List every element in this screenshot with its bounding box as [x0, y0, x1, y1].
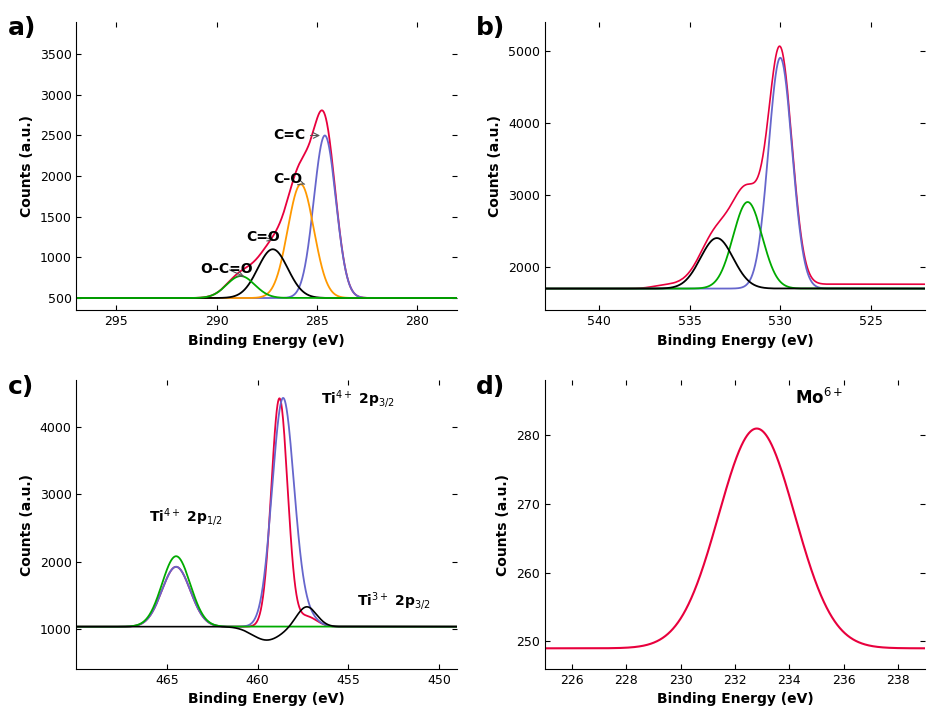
Text: Mo$^{6+}$: Mo$^{6+}$	[795, 388, 843, 408]
Text: Ti$^{4+}$ 2p$_{3/2}$: Ti$^{4+}$ 2p$_{3/2}$	[321, 389, 395, 411]
X-axis label: Binding Energy (eV): Binding Energy (eV)	[657, 693, 813, 706]
Text: C=C: C=C	[273, 129, 318, 142]
Text: a): a)	[8, 16, 36, 40]
Text: d): d)	[476, 375, 505, 398]
Text: c): c)	[8, 375, 34, 398]
Y-axis label: Counts (a.u.): Counts (a.u.)	[20, 115, 34, 217]
Text: Ti$^{3+}$ 2p$_{3/2}$: Ti$^{3+}$ 2p$_{3/2}$	[357, 590, 431, 612]
X-axis label: Binding Energy (eV): Binding Energy (eV)	[188, 333, 345, 348]
Y-axis label: Counts (a.u.): Counts (a.u.)	[488, 115, 502, 217]
X-axis label: Binding Energy (eV): Binding Energy (eV)	[188, 693, 345, 706]
X-axis label: Binding Energy (eV): Binding Energy (eV)	[657, 333, 813, 348]
Text: Ti$^{4+}$ 2p$_{1/2}$: Ti$^{4+}$ 2p$_{1/2}$	[149, 506, 222, 528]
Text: b): b)	[476, 16, 505, 40]
Text: C–O: C–O	[273, 171, 304, 186]
Y-axis label: Counts (a.u.): Counts (a.u.)	[496, 474, 511, 576]
Text: O–C=O: O–C=O	[201, 262, 253, 276]
Y-axis label: Counts (a.u.): Counts (a.u.)	[20, 474, 34, 576]
Text: C=O: C=O	[247, 230, 281, 244]
